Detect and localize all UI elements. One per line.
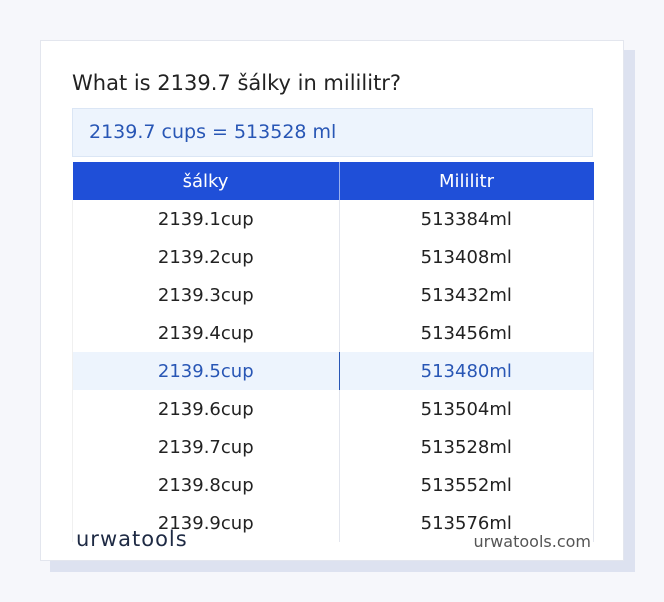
table-row: 2139.7cup 513528ml: [72, 428, 595, 466]
table-row: 2139.4cup 513456ml: [72, 314, 595, 352]
table-row: 2139.5cup 513480ml: [72, 352, 595, 390]
table-cell: 2139.5cup: [72, 352, 340, 390]
table-row: 2139.9cup 513576ml: [72, 504, 595, 542]
table-cell: 513528ml: [339, 428, 595, 466]
table-cell: 513408ml: [339, 238, 595, 276]
table-cell: 2139.2cup: [72, 238, 340, 276]
table-cell: 513552ml: [339, 466, 595, 504]
table-row: 2139.2cup 513408ml: [72, 238, 595, 276]
table-cell: 513456ml: [339, 314, 595, 352]
title: What is 2139.7 šálky in mililitr?: [72, 71, 402, 95]
table-cell: 2139.8cup: [72, 466, 340, 504]
column-header: šálky: [72, 162, 340, 200]
site-link[interactable]: urwatools.com: [473, 532, 592, 551]
table-cell: 513384ml: [339, 200, 595, 238]
table-cell: 2139.4cup: [72, 314, 340, 352]
table-row: 2139.6cup 513504ml: [72, 390, 595, 428]
table-cell: 2139.7cup: [72, 428, 340, 466]
table-cell: 513432ml: [339, 276, 595, 314]
table-cell: 513480ml: [339, 352, 595, 390]
column-header: Mililitr: [339, 162, 594, 200]
table-cell: 2139.6cup: [72, 390, 340, 428]
table-row: 2139.8cup 513552ml: [72, 466, 595, 504]
card: What is 2139.7 šálky in mililitr? 2139.7…: [40, 40, 624, 561]
table-row: 2139.1cup 513384ml: [72, 200, 595, 238]
table-row: 2139.3cup 513432ml: [72, 276, 595, 314]
table-cell: 2139.3cup: [72, 276, 340, 314]
logo[interactable]: urwatools: [76, 527, 188, 551]
table-cell: 2139.9cup: [72, 504, 340, 542]
table-cell: 513576ml: [339, 504, 595, 542]
table-cell: 513504ml: [339, 390, 595, 428]
table: šálky Mililitr 2139.1cup 513384ml 2139.2cup 5…: [72, 162, 595, 542]
table-cell: 2139.1cup: [72, 200, 340, 238]
result: 2139.7 cups = 513528 ml: [72, 108, 593, 157]
